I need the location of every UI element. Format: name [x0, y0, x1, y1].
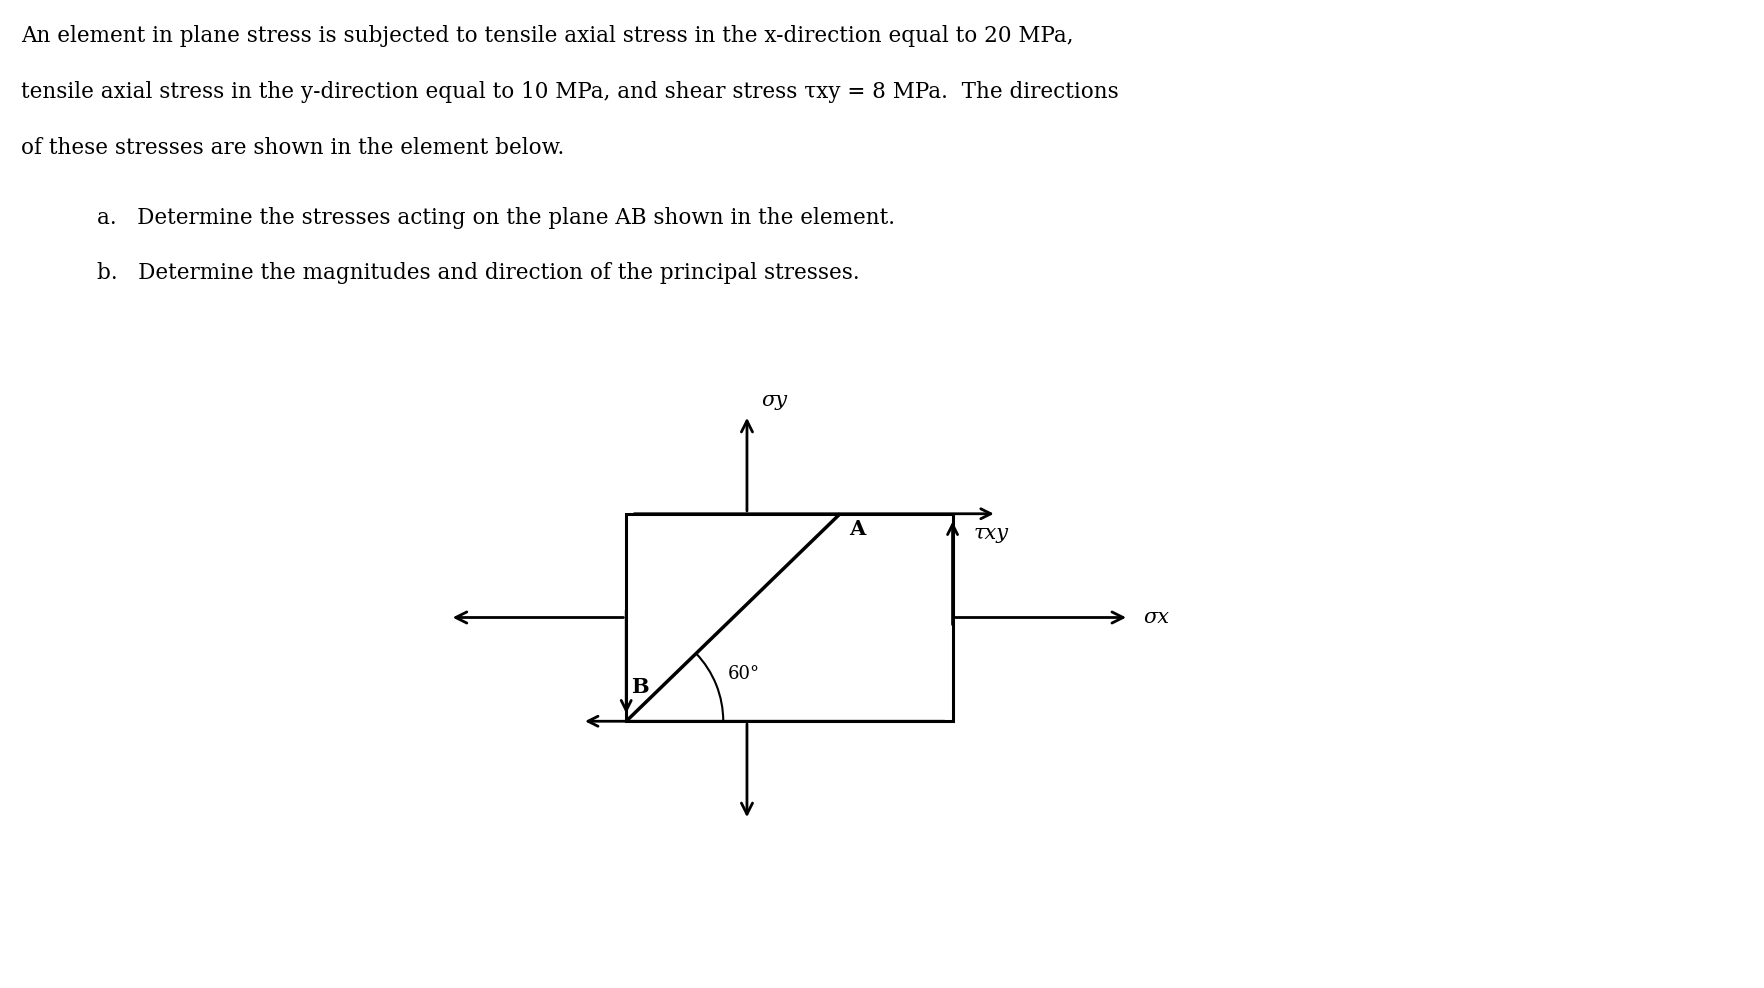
Text: of these stresses are shown in the element below.: of these stresses are shown in the eleme…	[21, 137, 564, 159]
Text: B: B	[632, 677, 649, 697]
Text: σx: σx	[1143, 608, 1170, 627]
Text: tensile axial stress in the y-direction equal to 10 MPa, and shear stress τxy = : tensile axial stress in the y-direction …	[21, 81, 1118, 103]
Text: τxy: τxy	[974, 524, 1009, 542]
Bar	[626, 514, 953, 721]
Text: a.   Determine the stresses acting on the plane AB shown in the element.: a. Determine the stresses acting on the …	[97, 207, 894, 229]
Text: b.   Determine the magnitudes and direction of the principal stresses.: b. Determine the magnitudes and directio…	[97, 262, 859, 284]
Text: σy: σy	[760, 391, 787, 410]
Text: 60°: 60°	[727, 665, 760, 683]
Text: A: A	[848, 519, 864, 538]
Text: An element in plane stress is subjected to tensile axial stress in the x-directi: An element in plane stress is subjected …	[21, 25, 1074, 46]
